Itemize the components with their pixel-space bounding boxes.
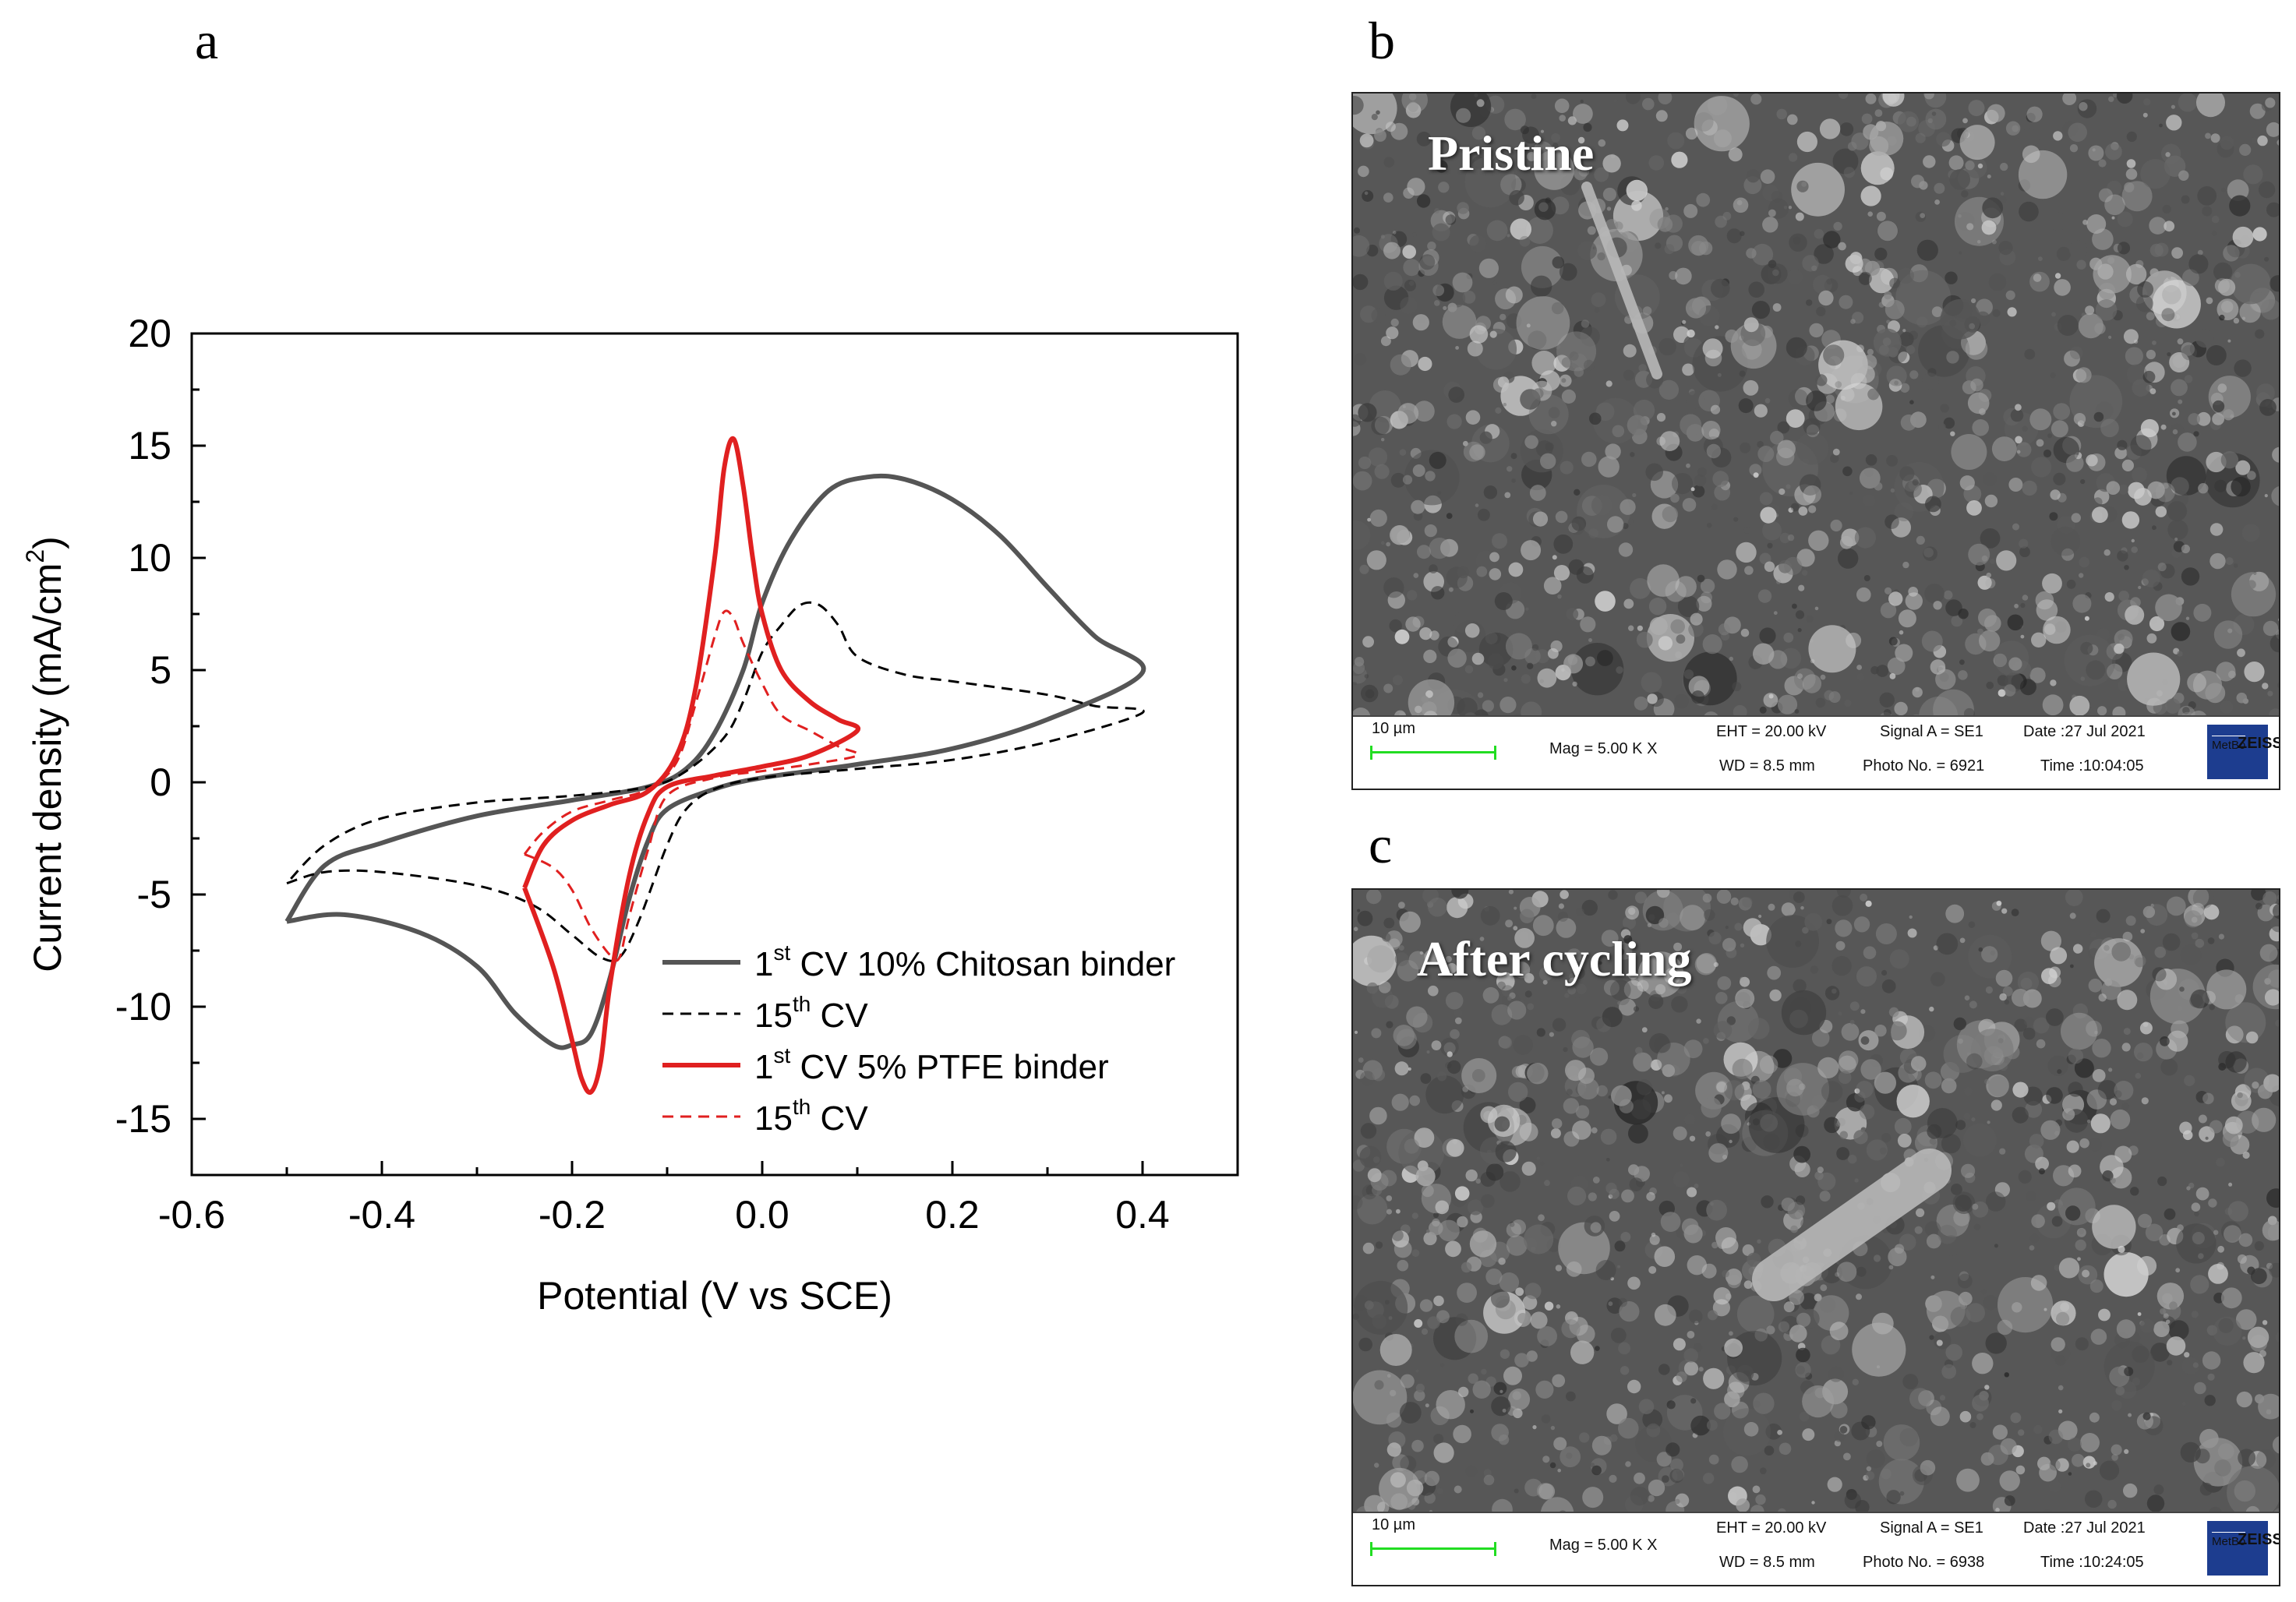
eht-readout: EHT = 20.00 kV	[1716, 723, 1827, 740]
signal-readout: Signal A = SE1	[1880, 1519, 1983, 1537]
cv-chart: -0.6 -0.4 -0.2 0.0 0.2 0.4 20 15 10 5 0 -5 -10 -15 1s…	[21, 312, 1239, 1318]
photo-readout: Photo No. = 6921	[1863, 757, 1985, 775]
sem-databar: 10 µm Mag = 5.00 K X EHT = 20.00 kV WD =…	[1353, 715, 2279, 789]
panel-label-a: a	[195, 11, 219, 70]
y-tick-label: -10	[115, 985, 171, 1029]
sem-label: Pristine	[1428, 125, 1595, 181]
scale-bar	[1370, 1542, 1496, 1556]
y-tick-label: -5	[137, 873, 171, 916]
sem-label: After cycling	[1417, 931, 1692, 986]
panel-label-c: c	[1369, 815, 1393, 874]
sem-databar: 10 µm Mag = 5.00 K X EHT = 20.00 kV WD =…	[1353, 1512, 2279, 1585]
series-group	[284, 436, 1146, 1096]
panel-label-b: b	[1369, 11, 1395, 70]
signal-readout: Signal A = SE1	[1880, 723, 1983, 740]
series-chitosan-15th-cv	[285, 601, 1145, 962]
y-tick-label: 15	[128, 424, 171, 468]
legend-entry: 15th CV	[754, 1095, 868, 1138]
sem-image-after-cycling: After cycling 10 µm Mag = 5.00 K X EHT =…	[1351, 888, 2280, 1586]
sem-texture	[1353, 890, 2279, 1516]
y-tick-label: 20	[128, 312, 171, 355]
x-tick-label: -0.6	[158, 1193, 225, 1237]
y-axis-label: Current density (mA/cm2)	[21, 536, 69, 972]
y-tick-label: 0	[150, 760, 171, 804]
legend: 1st CV 10% Chitosan binder 15th CV 1st CV …	[662, 940, 1175, 1138]
y-tick-label: -15	[115, 1097, 171, 1141]
x-tick-label: 0.0	[735, 1193, 789, 1237]
x-tick-label: 0.2	[925, 1193, 980, 1237]
series-ptfe-15th-cv	[523, 609, 860, 962]
photo-readout: Photo No. = 6938	[1863, 1554, 1985, 1571]
tick-labels: -0.6 -0.4 -0.2 0.0 0.2 0.4 20 15 10 5 0 -5 -10 -15	[115, 312, 1170, 1237]
mag-readout: Mag = 5.00 K X	[1549, 1537, 1658, 1554]
plot-frame	[190, 332, 1239, 1177]
axis-ticks	[190, 332, 1144, 1175]
x-axis-label: Potential (V vs SCE)	[537, 1274, 892, 1318]
time-readout: Time :10:24:05	[2040, 1554, 2144, 1571]
date-readout: Date :27 Jul 2021	[2023, 1519, 2146, 1537]
eht-readout: EHT = 20.00 kV	[1716, 1519, 1827, 1537]
scale-bar	[1370, 746, 1496, 760]
time-readout: Time :10:04:05	[2040, 757, 2144, 775]
y-tick-label: 5	[150, 648, 171, 692]
y-tick-label: 10	[128, 536, 171, 580]
scale-label: 10 µm	[1372, 1516, 1415, 1533]
wd-readout: WD = 8.5 mm	[1719, 757, 1815, 775]
series-ptfe-1st-cv	[522, 436, 861, 1096]
legend-entry: 1st CV 10% Chitosan binder	[754, 940, 1175, 983]
legend-entry: 1st CV 5% PTFE binder	[754, 1043, 1109, 1086]
scale-label: 10 µm	[1372, 720, 1415, 737]
sem-texture	[1353, 94, 2279, 720]
mag-readout: Mag = 5.00 K X	[1549, 740, 1658, 757]
x-tick-label: -0.2	[539, 1193, 606, 1237]
date-readout: Date :27 Jul 2021	[2023, 723, 2146, 740]
sem-image-pristine: Pristine 10 µm Mag = 5.00 K X EHT = 20.0…	[1351, 92, 2280, 790]
zeiss-logo-icon: ZEISS MetBo	[2207, 1521, 2279, 1576]
x-tick-label: 0.4	[1115, 1193, 1170, 1237]
x-tick-label: -0.4	[348, 1193, 415, 1237]
legend-entry: 15th CV	[754, 992, 868, 1035]
wd-readout: WD = 8.5 mm	[1719, 1554, 1815, 1571]
zeiss-logo-icon: ZEISS MetBo	[2207, 725, 2279, 779]
